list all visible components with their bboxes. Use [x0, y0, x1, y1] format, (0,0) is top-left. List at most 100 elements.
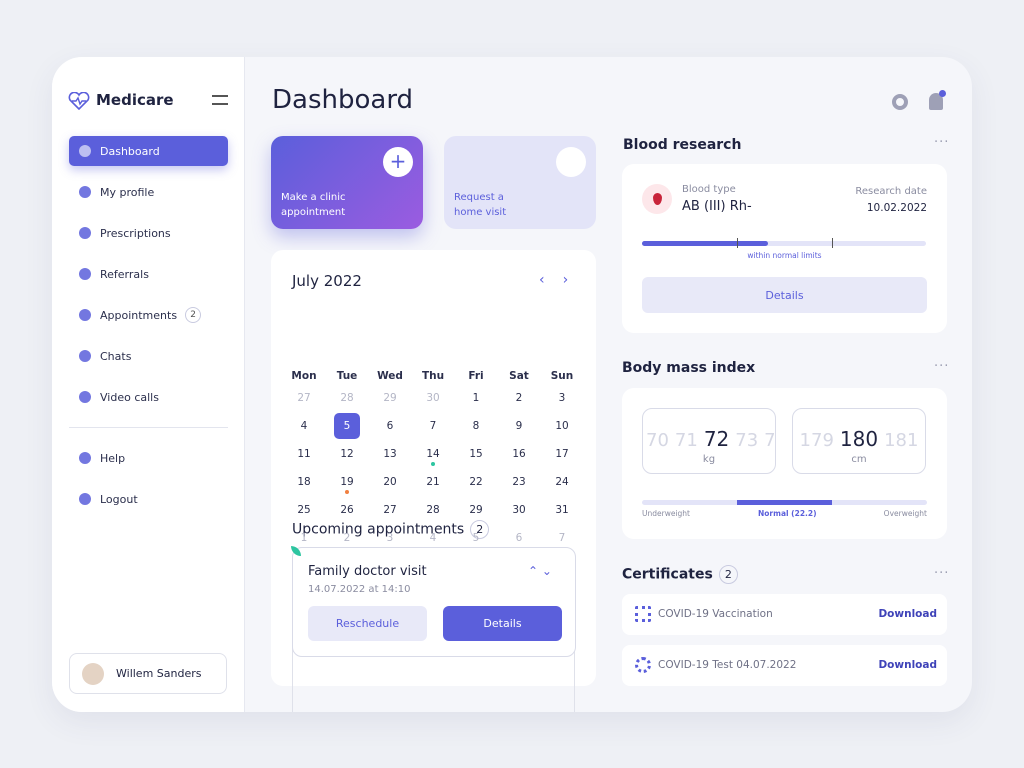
- calendar-day[interactable]: 12: [340, 448, 354, 460]
- calendar-day[interactable]: 5: [472, 532, 480, 544]
- calendar-day[interactable]: 14: [413, 448, 453, 466]
- more-button[interactable]: ···: [934, 359, 950, 374]
- calendar-day[interactable]: 3: [386, 532, 394, 544]
- calendar-day[interactable]: 30: [512, 504, 526, 516]
- calendar-day[interactable]: 26: [340, 504, 354, 516]
- help-link[interactable]: Help: [69, 443, 228, 473]
- calendar-day[interactable]: 15: [469, 448, 483, 460]
- calendar-day[interactable]: 6: [515, 532, 523, 544]
- calendar-day[interactable]: 4: [300, 420, 308, 432]
- nav-label: Video calls: [100, 390, 159, 404]
- logo: [68, 92, 90, 110]
- calendar-day[interactable]: 9: [515, 420, 523, 432]
- scale-label: Overweight: [883, 509, 927, 518]
- label: Request a home visit: [454, 192, 507, 218]
- calendar-day[interactable]: 13: [383, 448, 397, 460]
- calendar-day[interactable]: 10: [555, 420, 569, 432]
- expand-buttons[interactable]: ⌃ ⌄: [528, 564, 552, 578]
- picker-value: 180: [839, 427, 879, 451]
- nav-item[interactable]: Video calls: [69, 382, 228, 412]
- calendar-day[interactable]: 27: [297, 392, 311, 404]
- weekday: Mon: [291, 370, 317, 382]
- calendar-day[interactable]: 27: [383, 504, 397, 516]
- calendar-day[interactable]: 21: [426, 476, 440, 488]
- calendar-day[interactable]: 7: [558, 532, 566, 544]
- calendar-day[interactable]: 1: [300, 532, 308, 544]
- calendar-day[interactable]: 11: [297, 448, 311, 460]
- more-button[interactable]: ···: [934, 135, 950, 150]
- calendar-day[interactable]: 4: [429, 532, 437, 544]
- picker-value: 72: [703, 427, 730, 451]
- details-button[interactable]: Details: [642, 277, 927, 313]
- download-button[interactable]: Download: [878, 659, 937, 671]
- settings-button[interactable]: [892, 94, 908, 110]
- blood-title: Blood research: [623, 137, 742, 153]
- calendar-day[interactable]: 28: [426, 504, 440, 516]
- nav-item[interactable]: Prescriptions: [69, 218, 228, 248]
- calendar-day[interactable]: 16: [512, 448, 526, 460]
- nav-label: Prescriptions: [100, 226, 171, 240]
- home-visit-card[interactable]: Request a home visit: [444, 136, 596, 229]
- calendar-day[interactable]: 18: [297, 476, 311, 488]
- nav-item[interactable]: Referrals: [69, 259, 228, 289]
- nav-label: Referrals: [100, 267, 149, 281]
- calendar-day[interactable]: 1: [472, 392, 480, 404]
- count: 2: [718, 565, 738, 584]
- appointment-time: 14.07.2022 at 14:10: [308, 584, 411, 595]
- home-icon: [556, 147, 586, 177]
- calendar-day[interactable]: 20: [383, 476, 397, 488]
- nav-item[interactable]: Appointments 2: [69, 300, 228, 330]
- calendar-day[interactable]: 2: [515, 392, 523, 404]
- calendar-day[interactable]: 2: [343, 532, 351, 544]
- clinic-appointment-card[interactable]: + Make a clinic appointment: [271, 136, 423, 229]
- marker: [832, 238, 833, 248]
- collapse-button[interactable]: [212, 95, 228, 105]
- calendar-day[interactable]: 17: [555, 448, 569, 460]
- calendar-day[interactable]: 25: [297, 504, 311, 516]
- month: July 2022: [292, 272, 362, 290]
- weight-picker[interactable]: 7071727374 kg: [642, 408, 776, 474]
- nav-item[interactable]: My profile: [69, 177, 228, 207]
- calendar-day[interactable]: 3: [558, 392, 566, 404]
- calendar-day[interactable]: 24: [555, 476, 569, 488]
- weekday: Wed: [377, 370, 403, 382]
- nav-icon: [79, 186, 91, 198]
- calendar-day[interactable]: 30: [426, 392, 440, 404]
- range-bar: [642, 241, 926, 246]
- brand: Medicare: [96, 91, 174, 109]
- calendar-day[interactable]: 28: [340, 392, 354, 404]
- reschedule-button[interactable]: Reschedule: [308, 606, 427, 641]
- download-button[interactable]: Download: [878, 608, 937, 620]
- calendar-card: July 2022 ‹› Upcoming appointments 2 Fami…: [271, 250, 596, 712]
- calendar-day[interactable]: 5: [334, 413, 360, 439]
- nav-label: My profile: [100, 185, 155, 199]
- calendar-day[interactable]: 29: [469, 504, 483, 516]
- calendar-day[interactable]: 8: [472, 420, 480, 432]
- nav-item[interactable]: Chats: [69, 341, 228, 371]
- title: Upcoming appointments: [292, 521, 465, 538]
- unit: cm: [851, 454, 867, 465]
- title: Certificates: [622, 566, 713, 583]
- unit: kg: [702, 454, 716, 465]
- more-button[interactable]: ···: [934, 566, 950, 581]
- appointment-title: Family doctor visit: [308, 564, 427, 579]
- calendar-day[interactable]: 6: [386, 420, 394, 432]
- nav-item[interactable]: Dashboard: [69, 136, 228, 166]
- picker-value: 179: [799, 430, 834, 451]
- avatar: [82, 662, 104, 685]
- height-picker[interactable]: 179 180 181 cm: [792, 408, 926, 474]
- month-nav[interactable]: ‹›: [539, 272, 587, 288]
- logout-link[interactable]: Logout: [69, 484, 228, 514]
- calendar-day[interactable]: 22: [469, 476, 483, 488]
- calendar-day[interactable]: 7: [429, 420, 437, 432]
- label: Make a clinic appointment: [281, 192, 346, 218]
- calendar-day[interactable]: 31: [555, 504, 569, 516]
- calendar-day[interactable]: 29: [383, 392, 397, 404]
- weekday: Sun: [550, 370, 574, 382]
- calendar-day[interactable]: 23: [512, 476, 526, 488]
- details-button[interactable]: Details: [443, 606, 562, 641]
- notifications-button[interactable]: [929, 93, 943, 110]
- calendar-day[interactable]: 19: [327, 476, 367, 494]
- user-button[interactable]: Willem Sanders: [69, 653, 227, 694]
